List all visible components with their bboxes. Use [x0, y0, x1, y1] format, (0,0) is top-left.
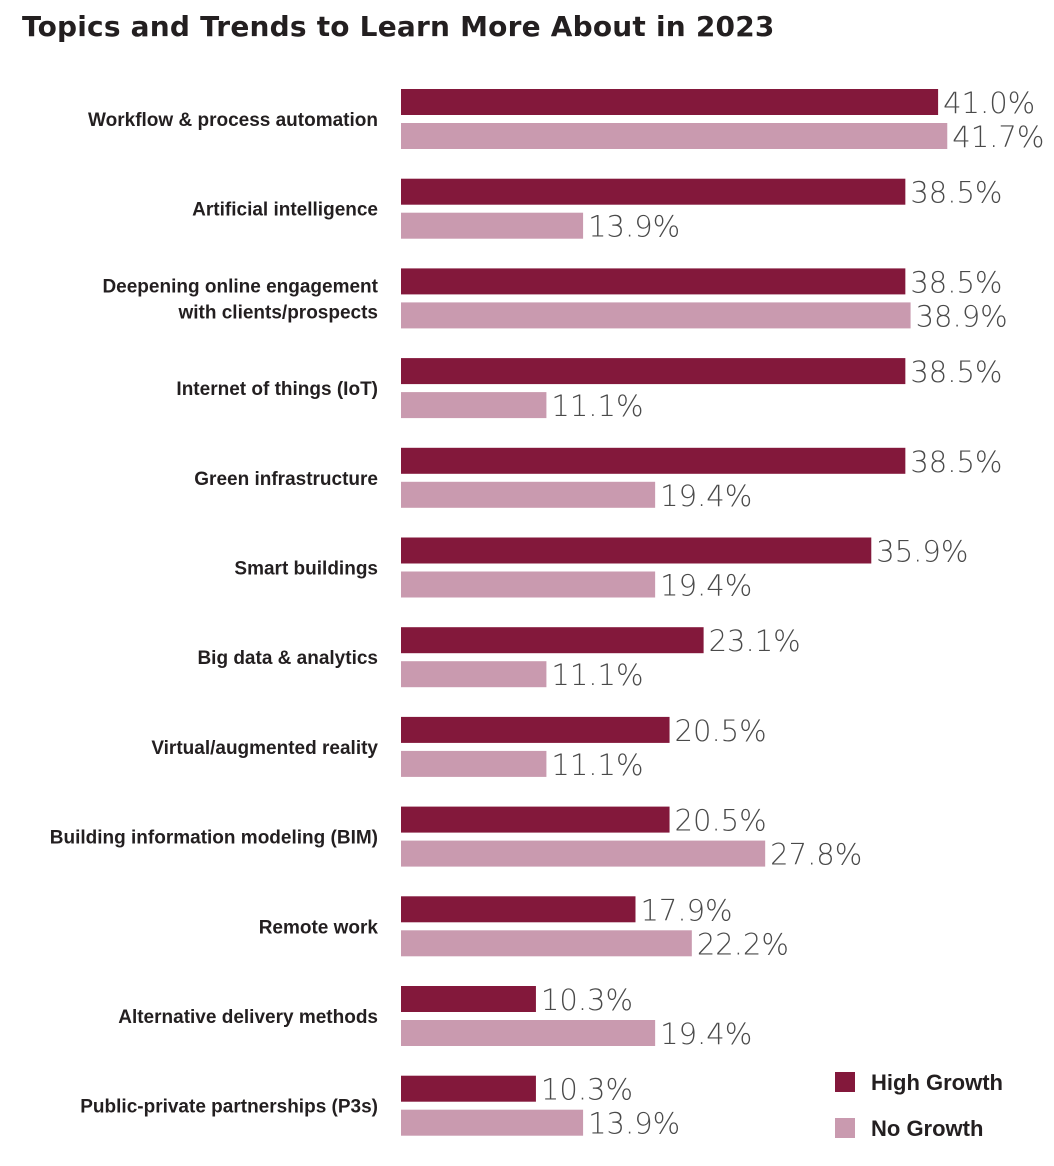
data-label: 35.9% [876, 535, 968, 569]
chart-title: Topics and Trends to Learn More About in… [22, 10, 775, 43]
data-label: 19.4% [660, 1017, 752, 1051]
bar-no-growth [401, 930, 692, 957]
bar-high-growth [401, 89, 939, 115]
bar-no-growth [401, 571, 656, 598]
bar-high-growth [401, 447, 906, 474]
category-label: Workflow & process automation [88, 110, 378, 131]
category-label: Smart buildings [234, 559, 378, 580]
data-label: 20.5% [675, 714, 767, 748]
bar-no-growth [401, 1020, 656, 1046]
legend-label: No Growth [871, 1116, 983, 1141]
data-label: 27.8% [770, 838, 862, 872]
bar-high-growth [401, 358, 906, 385]
category-label: Alternative delivery methods [118, 1007, 378, 1028]
category-label: Green infrastructure [194, 469, 378, 490]
bar-high-growth [401, 627, 704, 654]
legend-swatch-high-growth [835, 1072, 855, 1092]
data-label: 20.5% [675, 804, 767, 838]
bar-no-growth [401, 840, 766, 867]
data-label: 38.5% [910, 265, 1002, 299]
data-label: 10.3% [541, 1073, 633, 1107]
bar-high-growth [401, 986, 536, 1012]
data-label: 41.0% [943, 86, 1035, 120]
bar-no-growth [401, 661, 547, 688]
bar-no-growth [401, 212, 584, 239]
data-label: 38.5% [910, 176, 1002, 210]
category-label: Public-private partnerships (P3s) [80, 1097, 378, 1118]
bar-no-growth [401, 123, 948, 149]
data-label: 38.5% [910, 445, 1002, 479]
category-label: Deepening online engagement [102, 276, 378, 297]
bar-no-growth [401, 392, 547, 419]
bar-high-growth [401, 268, 906, 295]
data-label: 11.1% [551, 389, 643, 423]
bar-no-growth [401, 302, 911, 329]
data-label: 11.1% [551, 748, 643, 782]
data-label: 11.1% [551, 658, 643, 692]
data-label: 22.2% [697, 927, 789, 961]
data-label: 23.1% [709, 624, 801, 658]
category-label: Internet of things (IoT) [176, 379, 378, 400]
data-label: 17.9% [640, 893, 732, 927]
bar-no-growth [401, 481, 656, 508]
bar-high-growth [401, 806, 670, 833]
data-label: 19.4% [660, 569, 752, 603]
category-label: Remote work [259, 917, 379, 938]
bar-high-growth [401, 178, 906, 205]
bar-no-growth [401, 750, 547, 777]
data-label: 13.9% [588, 210, 680, 244]
legend-label: High Growth [871, 1070, 1003, 1095]
bar-high-growth [401, 896, 636, 923]
legend-swatch-no-growth [835, 1118, 855, 1138]
category-label: Artificial intelligence [192, 200, 378, 221]
bar-high-growth [401, 716, 670, 743]
data-label: 38.5% [910, 355, 1002, 389]
data-label: 10.3% [541, 983, 633, 1017]
category-label: with clients/prospects [177, 302, 378, 323]
bar-no-growth [401, 1109, 584, 1136]
category-label: Virtual/augmented reality [151, 738, 378, 759]
data-label: 13.9% [588, 1107, 680, 1141]
category-label: Big data & analytics [197, 648, 378, 669]
bar-high-growth [401, 1075, 536, 1102]
data-label: 38.9% [916, 299, 1008, 333]
data-label: 41.7% [952, 120, 1044, 154]
category-label: Building information modeling (BIM) [50, 828, 378, 849]
data-label: 19.4% [660, 479, 752, 513]
bar-high-growth [401, 537, 872, 564]
